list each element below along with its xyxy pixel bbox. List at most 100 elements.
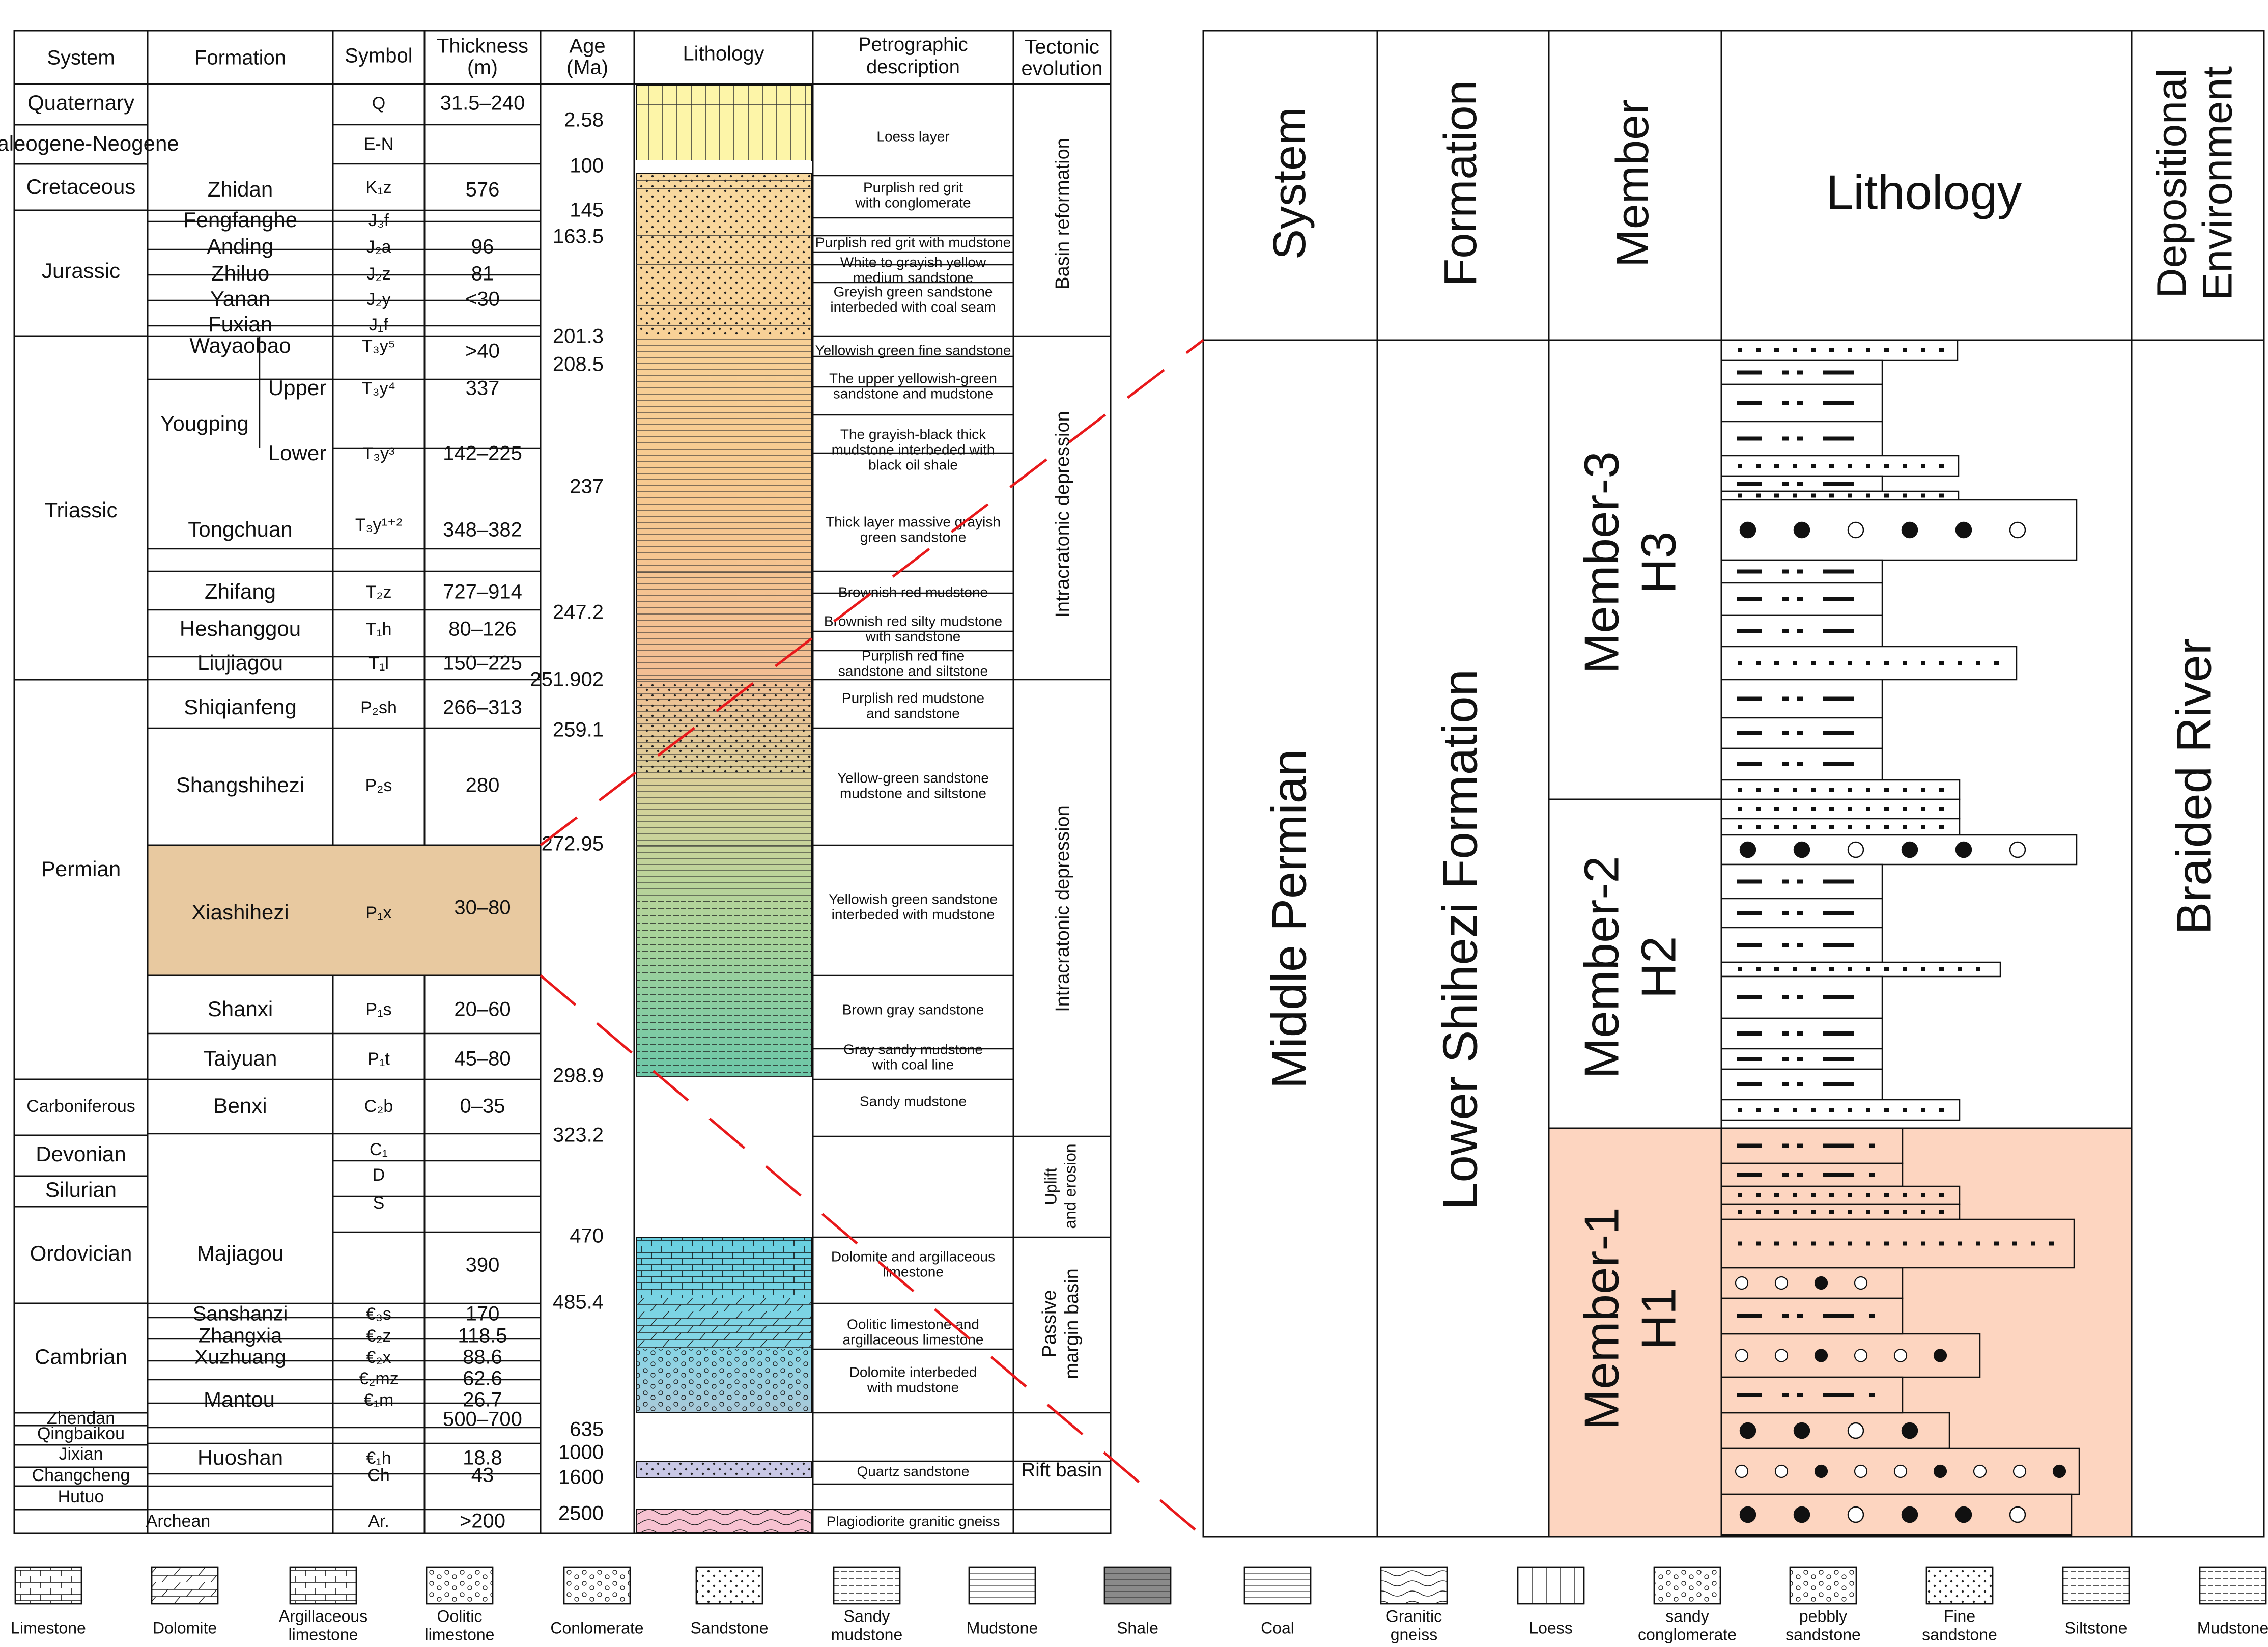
legend-label: Loess bbox=[1529, 1618, 1572, 1637]
fine-dot bbox=[1866, 493, 1870, 498]
legend-border bbox=[289, 1566, 357, 1605]
fine-dot bbox=[1884, 348, 1889, 352]
silt-dot bbox=[1782, 1314, 1789, 1318]
symbol-label: T₁h bbox=[365, 620, 391, 639]
system-label: Archean bbox=[146, 1512, 211, 1531]
age-label: 201.3 bbox=[553, 325, 604, 348]
member-label: H3 bbox=[1631, 532, 1686, 594]
formation-label: Sanshanzi bbox=[193, 1303, 288, 1325]
formation-label: Wayaobao bbox=[189, 333, 291, 357]
silt-dash bbox=[1737, 569, 1762, 574]
legend-label: Siltstone bbox=[2065, 1618, 2128, 1637]
tectonic-label: Intracratonic depression bbox=[1052, 411, 1073, 618]
silt-dot bbox=[1782, 911, 1789, 915]
pebble-filled bbox=[2052, 1464, 2066, 1478]
fine-dot bbox=[1774, 1210, 1779, 1214]
fine-dot bbox=[1994, 661, 1999, 665]
litho-sand2 bbox=[636, 682, 811, 774]
fine-dot bbox=[1848, 1108, 1852, 1112]
fine-dot bbox=[1793, 807, 1797, 811]
fine-dot bbox=[1939, 788, 1944, 792]
symbol-label: P₂sh bbox=[360, 698, 397, 717]
pebble-filled bbox=[1901, 841, 1918, 858]
age-label: 298.9 bbox=[553, 1065, 604, 1087]
fine-dot bbox=[1939, 1241, 1944, 1246]
silt-dot bbox=[1797, 1393, 1803, 1397]
silt-dot bbox=[1869, 1173, 1875, 1177]
legend-border bbox=[1653, 1566, 1721, 1605]
right-detail-column: System Formation Member Lithology Deposition… bbox=[1202, 30, 2265, 1538]
silt-dot bbox=[1797, 597, 1803, 601]
formation-label: Anding bbox=[207, 234, 274, 258]
legend-pattern-arg_limestone bbox=[290, 1567, 356, 1604]
fine-dot bbox=[1811, 493, 1816, 498]
silt-dot bbox=[1797, 1031, 1803, 1036]
header-tectonic: evolution bbox=[1021, 58, 1102, 80]
legend-label: sandstone bbox=[1785, 1625, 1861, 1643]
age-label: 635 bbox=[570, 1418, 604, 1441]
petro-label: Quartz sandstone bbox=[857, 1463, 969, 1479]
fine-dot bbox=[1811, 1108, 1816, 1112]
petro-label: green sandstone bbox=[860, 529, 967, 545]
fine-dot bbox=[1738, 967, 1742, 971]
fine-dot bbox=[1811, 464, 1816, 468]
petro-label: interbeded with coal seam bbox=[830, 299, 996, 315]
fine-dot bbox=[1738, 1241, 1742, 1246]
pebble-open bbox=[1735, 1349, 1749, 1362]
symbol-label: Ar. bbox=[368, 1512, 389, 1531]
fine-dot bbox=[1793, 967, 1797, 971]
pebble-open bbox=[1854, 1349, 1868, 1362]
connector-lines bbox=[540, 339, 1204, 1538]
legend-border bbox=[14, 1566, 82, 1605]
petro-label: The upper yellowish-green bbox=[829, 370, 997, 386]
fine-dot bbox=[2031, 1241, 2035, 1246]
silt-dot bbox=[1869, 1314, 1875, 1318]
formation-label: Shangshihezi bbox=[176, 773, 304, 797]
legend-border bbox=[1517, 1566, 1585, 1605]
system-label: Paleogene-Neogene bbox=[0, 131, 179, 155]
tectonic-label: Intracratonic depression bbox=[1052, 805, 1073, 1012]
header-system: System bbox=[47, 47, 115, 69]
pebble-filled bbox=[1814, 1464, 1828, 1478]
fine-dot bbox=[1793, 1193, 1797, 1197]
pebble-filled bbox=[1739, 1506, 1756, 1523]
litho-quartz-dots bbox=[636, 1461, 811, 1477]
fine-dot bbox=[1903, 464, 1907, 468]
symbol-label: J₂y bbox=[366, 290, 390, 309]
silt-dash bbox=[1737, 731, 1762, 735]
symbol-label: C₁ bbox=[370, 1140, 388, 1159]
fine-dot bbox=[1866, 967, 1870, 971]
silt-dot bbox=[1782, 943, 1789, 947]
pebble-open bbox=[1893, 1349, 1908, 1362]
pebble-filled bbox=[1814, 1349, 1828, 1362]
silt-dash bbox=[1737, 943, 1762, 947]
legend-pattern-oolitic bbox=[427, 1567, 493, 1604]
legend-label: limestone bbox=[289, 1625, 358, 1643]
symbol-label: Ch bbox=[367, 1466, 389, 1485]
legend-border bbox=[1925, 1566, 1994, 1605]
fine-dot bbox=[1829, 1108, 1834, 1112]
legend-label: gneiss bbox=[1391, 1625, 1438, 1643]
tectonic-label: Basin reformation bbox=[1052, 138, 1073, 290]
petro-label: and sandstone bbox=[866, 705, 960, 721]
pebble-open bbox=[2009, 521, 2026, 539]
fine-dot bbox=[1811, 967, 1816, 971]
pebble-open bbox=[1854, 1464, 1868, 1478]
fine-dot bbox=[1738, 493, 1742, 498]
litho-hiatus bbox=[636, 1136, 811, 1237]
petro-label: sandstone and mudstone bbox=[833, 385, 993, 401]
silt-dash bbox=[1823, 762, 1854, 766]
legend-border bbox=[2062, 1566, 2130, 1605]
fine-dot bbox=[1774, 1108, 1779, 1112]
pebble-open bbox=[1854, 1276, 1868, 1290]
formation-label: Mantou bbox=[204, 1387, 275, 1411]
symbol-label: €₃s bbox=[366, 1304, 391, 1324]
silt-dash bbox=[1823, 1082, 1854, 1086]
fine-dot bbox=[1976, 661, 1980, 665]
fine-dot bbox=[1848, 1210, 1852, 1214]
thickness-label: 20–60 bbox=[454, 998, 511, 1021]
silt-dash bbox=[1737, 629, 1762, 633]
age-label: 2.58 bbox=[564, 109, 604, 131]
symbol-label: S bbox=[373, 1193, 385, 1213]
legend-label: Limestone bbox=[11, 1618, 86, 1637]
